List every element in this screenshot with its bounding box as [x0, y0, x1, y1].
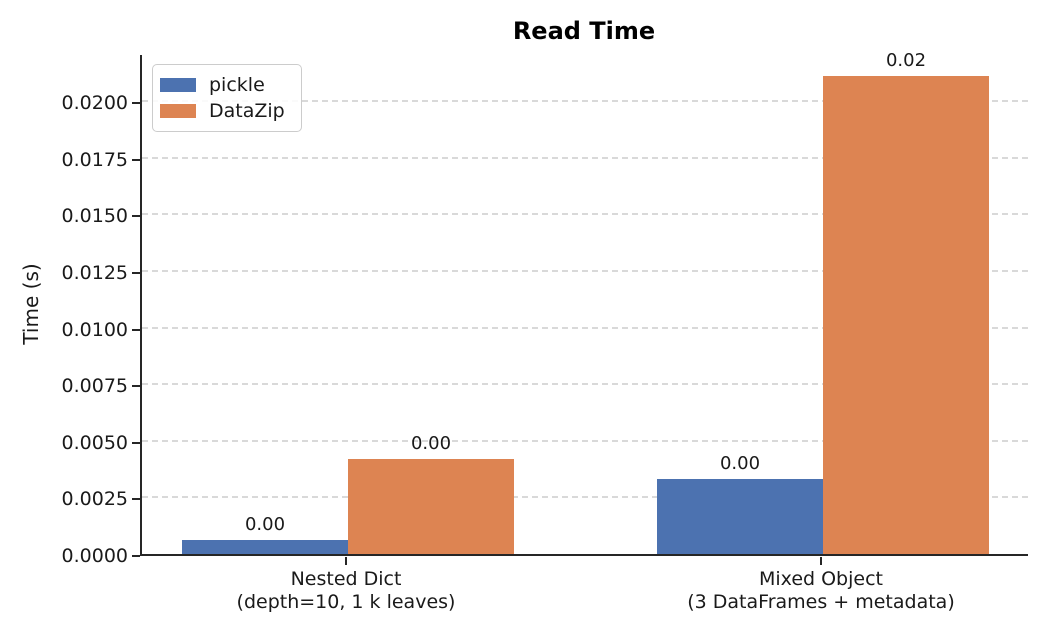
gridline-0.0200: [142, 100, 1028, 103]
ytick-mark-0.0000: [132, 555, 140, 557]
bar-value-label-pickle-0: 0.00: [244, 514, 286, 535]
ytick-mark-0.0025: [132, 498, 140, 501]
gridline-0.0175: [142, 156, 1028, 159]
legend-entry-pickle: pickle: [160, 72, 285, 98]
gridline-0.0050: [142, 439, 1028, 442]
ytick-label-0.0025: 0.0025: [61, 488, 128, 511]
ytick-label-0.0050: 0.0050: [61, 431, 128, 454]
legend-swatch-datazip: [160, 104, 196, 118]
xtick-label-category-1: Mixed Object (3 DataFrames + metadata): [591, 568, 1050, 614]
xtick-label-line: Nested Dict: [290, 568, 402, 590]
xtick-label-line: (depth=10, 1 k leaves): [236, 591, 456, 613]
ytick-mark-0.0100: [132, 328, 140, 331]
legend-entry-datazip: DataZip: [160, 98, 285, 124]
xtick-label-line: (3 DataFrames + metadata): [687, 591, 955, 613]
xtick-mark-category-0: [345, 557, 347, 565]
xtick-mark-category-1: [820, 557, 822, 565]
bar-value-label-pickle-1: 0.00: [719, 453, 761, 474]
ytick-mark-0.0125: [132, 271, 140, 274]
gridline-0.0025: [142, 496, 1028, 499]
bar-datazip-1: [823, 76, 989, 554]
ytick-mark-0.0175: [132, 158, 140, 161]
ytick-label-0.0075: 0.0075: [61, 375, 128, 398]
legend-label-pickle: pickle: [209, 74, 265, 96]
plot-area: 0.00 0.00 0.00 0.02 pickle DataZip: [140, 50, 1028, 556]
legend-label-datazip: DataZip: [209, 100, 285, 122]
bar-pickle-1: [657, 479, 823, 554]
gridline-0.0125: [142, 269, 1028, 272]
ytick-label-0.0175: 0.0175: [61, 148, 128, 171]
legend-swatch-pickle: [160, 78, 196, 92]
ytick-mark-0.0050: [132, 441, 140, 444]
ytick-label-0.0000: 0.0000: [61, 545, 128, 567]
ytick-label-0.0150: 0.0150: [61, 205, 128, 228]
bar-value-label-datazip-0: 0.00: [410, 433, 452, 454]
gridline-0.0075: [142, 383, 1028, 386]
bar-datazip-0: [348, 459, 514, 554]
gridline-0.0150: [142, 213, 1028, 216]
ytick-mark-0.0200: [132, 102, 140, 105]
xtick-label-line: Mixed Object: [758, 568, 883, 590]
ytick-label-0.0100: 0.0100: [61, 318, 128, 341]
bar-value-label-datazip-1: 0.02: [885, 50, 927, 71]
ytick-label-0.0200: 0.0200: [61, 92, 128, 115]
xtick-label-category-0: Nested Dict (depth=10, 1 k leaves): [116, 568, 576, 614]
ytick-mark-0.0150: [132, 215, 140, 218]
legend: pickle DataZip: [152, 64, 302, 132]
bar-pickle-0: [182, 540, 348, 554]
chart-title: Read Time: [512, 17, 656, 45]
ytick-label-0.0125: 0.0125: [61, 261, 128, 284]
gridline-0.0100: [142, 326, 1028, 329]
ytick-mark-0.0075: [132, 385, 140, 388]
